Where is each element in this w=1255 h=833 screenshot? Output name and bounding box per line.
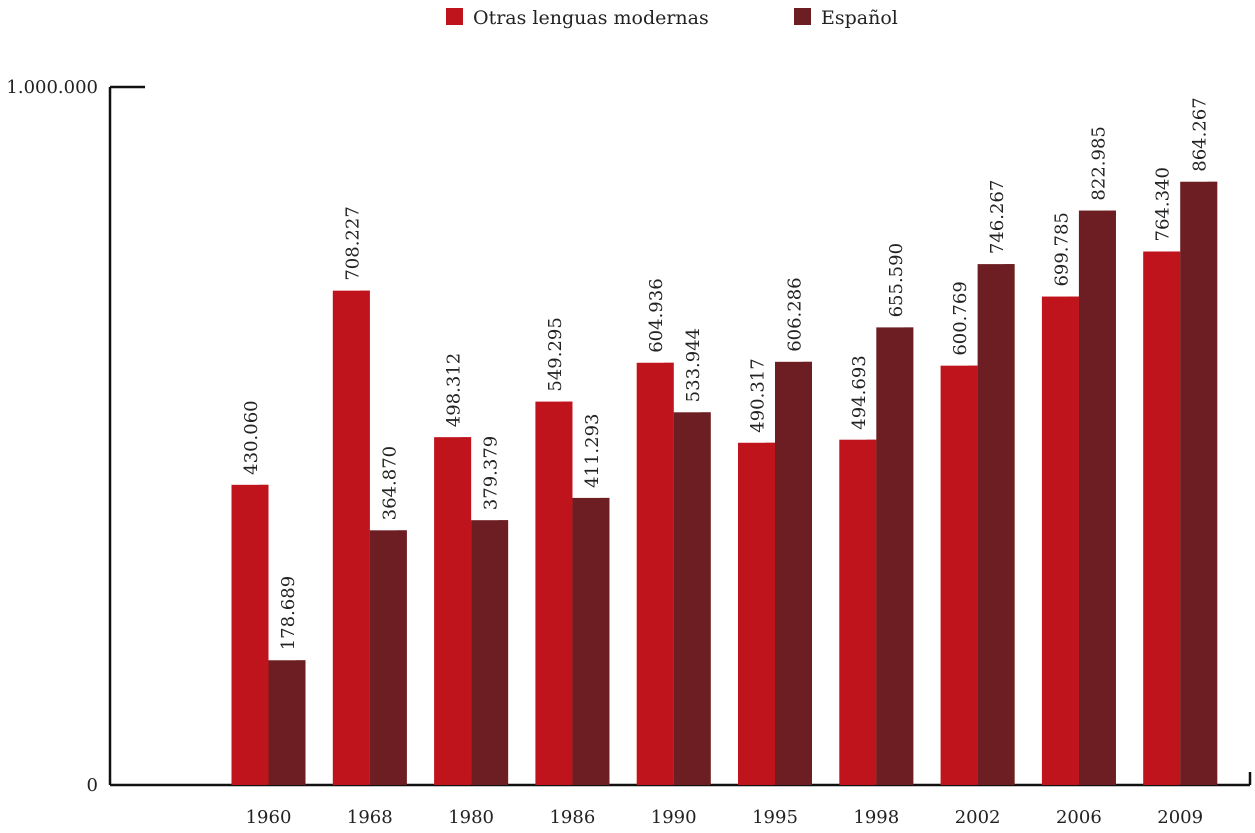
legend: Otras lenguas modernas Español xyxy=(446,7,898,29)
bars xyxy=(231,181,1218,786)
data-label: 764.340 xyxy=(1153,167,1174,241)
bar-shade xyxy=(1068,296,1079,785)
bar-shade xyxy=(1004,264,1015,786)
bar-shade xyxy=(359,290,370,785)
bar-shade xyxy=(258,484,269,785)
legend-swatch-espanol xyxy=(794,8,811,25)
data-label: 379.379 xyxy=(481,436,502,510)
y-tick-label: 0 xyxy=(87,775,98,796)
bar-shade xyxy=(967,365,978,785)
data-label: 655.590 xyxy=(886,243,907,317)
data-label: 746.267 xyxy=(987,180,1008,254)
data-label: 494.693 xyxy=(849,355,870,429)
data-label: 604.936 xyxy=(646,278,667,352)
data-label: 606.286 xyxy=(785,277,806,351)
legend-label-otras: Otras lenguas modernas xyxy=(473,7,709,29)
data-label: 708.227 xyxy=(342,206,363,280)
data-label: 498.312 xyxy=(444,353,465,427)
legend-label-espanol: Español xyxy=(821,7,898,29)
bar-shade xyxy=(765,442,775,785)
x-tick-label: 1998 xyxy=(853,807,899,828)
data-label: 490.317 xyxy=(748,358,769,432)
data-label: 364.870 xyxy=(379,446,400,520)
legend-swatch-otras xyxy=(446,8,463,25)
bar-shade xyxy=(866,439,877,785)
x-tick-label: 1986 xyxy=(549,807,595,828)
bar-shade xyxy=(663,362,674,785)
bar-shade xyxy=(1207,181,1218,785)
bar-shade xyxy=(599,497,610,785)
x-tick-label: 2009 xyxy=(1157,807,1203,828)
data-label: 699.785 xyxy=(1051,212,1072,286)
x-tick-label: 2002 xyxy=(955,807,1001,828)
x-tick-label: 1960 xyxy=(246,807,292,828)
bar-shade xyxy=(1105,210,1116,786)
data-label: 864.267 xyxy=(1190,97,1211,171)
value-labels: 430.060 708.227 498.312 549.295 604.936 490.3… xyxy=(241,97,1211,650)
bar-shade xyxy=(295,660,306,785)
bar-shade xyxy=(802,361,812,785)
bar-shade xyxy=(700,412,711,785)
x-tick-label: 2006 xyxy=(1056,807,1102,828)
data-label: 822.985 xyxy=(1088,126,1109,200)
bar-shade xyxy=(396,530,407,785)
data-label: 600.769 xyxy=(950,281,971,355)
data-label: 178.689 xyxy=(278,576,299,650)
x-tick-label: 1968 xyxy=(347,807,393,828)
y-tick-label: 1.000.000 xyxy=(6,77,98,98)
data-label: 411.293 xyxy=(582,413,603,487)
x-tick-label: 1995 xyxy=(752,807,798,828)
data-label: 430.060 xyxy=(241,400,262,474)
bar-shade xyxy=(903,327,914,785)
x-tick-label: 1980 xyxy=(448,807,494,828)
x-tick-label: 1990 xyxy=(651,807,697,828)
data-label: 549.295 xyxy=(545,317,566,391)
bar-shade xyxy=(1170,251,1181,786)
bar-shade xyxy=(562,401,573,785)
bar-shade xyxy=(461,437,472,785)
bar-shade xyxy=(498,520,509,785)
data-label: 533.944 xyxy=(683,328,704,402)
